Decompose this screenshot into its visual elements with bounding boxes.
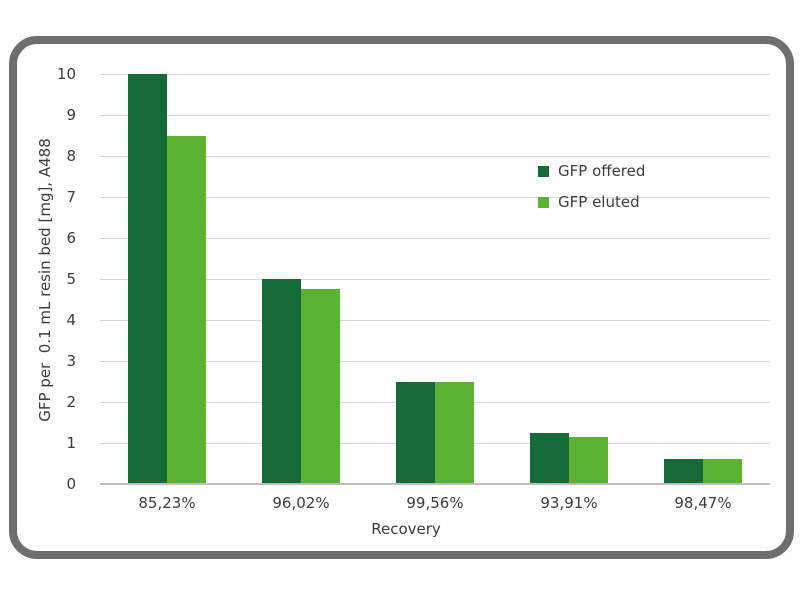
- y-tick-label: 0: [66, 475, 76, 493]
- y-tick-label: 1: [66, 434, 76, 452]
- y-tick-label: 9: [66, 106, 76, 124]
- gridline: [100, 74, 770, 75]
- x-axis-tick-labels: 85,23% 96,02% 99,56% 93,91% 98,47%: [100, 494, 770, 516]
- y-tick-label: 2: [66, 393, 76, 411]
- y-axis-title: GFP per 0.1 mL resin bed [mg], A488: [36, 138, 54, 422]
- x-tick-label: 99,56%: [406, 494, 464, 512]
- y-tick-label: 3: [66, 352, 76, 370]
- y-tick-label: 10: [56, 65, 76, 83]
- y-tick-label: 6: [66, 229, 76, 247]
- bar-gfp-eluted: [435, 381, 474, 484]
- plot-area: [100, 74, 770, 485]
- bar-gfp-offered: [396, 381, 435, 484]
- legend-swatch-gfp-eluted-icon: [538, 197, 549, 208]
- legend-label-gfp-eluted: GFP eluted: [558, 193, 640, 211]
- x-tick-label: 96,02%: [272, 494, 330, 512]
- x-axis-title: Recovery: [371, 520, 441, 538]
- gridline: [100, 279, 770, 280]
- legend-item-gfp-offered: GFP offered: [538, 164, 645, 179]
- y-tick-label: 8: [66, 147, 76, 165]
- gridline: [100, 197, 770, 198]
- x-tick-label: 93,91%: [540, 494, 598, 512]
- gridline: [100, 115, 770, 116]
- bar-gfp-eluted: [301, 289, 340, 484]
- y-axis-tick-labels: 0 1 2 3 4 5 6 7 8 9 10: [40, 65, 86, 493]
- y-tick-label: 5: [66, 270, 76, 288]
- y-tick-label: 7: [66, 188, 76, 206]
- bar-gfp-offered: [664, 459, 703, 484]
- legend-label-gfp-offered: GFP offered: [558, 162, 646, 180]
- bar-gfp-eluted: [703, 459, 742, 484]
- legend-item-gfp-eluted: GFP eluted: [538, 195, 645, 210]
- gridline: [100, 156, 770, 157]
- x-tick-label: 98,47%: [674, 494, 732, 512]
- gridline: [100, 320, 770, 321]
- bar-gfp-eluted: [569, 436, 608, 484]
- bar-gfp-offered: [128, 74, 167, 484]
- legend: GFP offered GFP eluted: [538, 164, 645, 226]
- x-tick-label: 85,23%: [138, 494, 196, 512]
- bar-gfp-offered: [530, 432, 569, 484]
- legend-swatch-gfp-offered-icon: [538, 166, 549, 177]
- x-axis-line: [100, 483, 770, 485]
- bar-gfp-offered: [262, 279, 301, 484]
- gridline: [100, 361, 770, 362]
- bar-gfp-eluted: [167, 135, 206, 484]
- gridline: [100, 238, 770, 239]
- y-tick-label: 4: [66, 311, 76, 329]
